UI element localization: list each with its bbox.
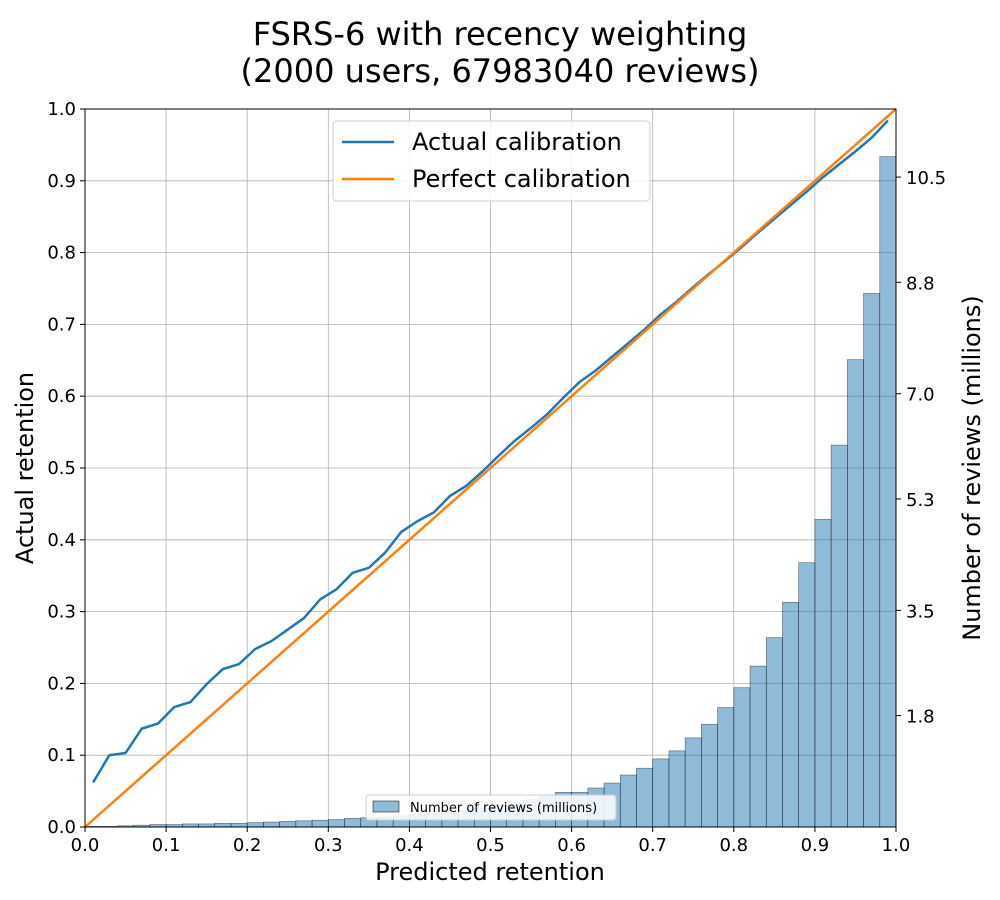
y-axis-label: Actual retention xyxy=(11,372,39,564)
review-bar xyxy=(863,293,881,828)
calibration-lines xyxy=(84,108,897,828)
review-bar xyxy=(311,819,329,828)
y-tick-label: 0.5 xyxy=(47,458,76,479)
y-tick-label: 0.1 xyxy=(47,745,76,766)
chart-subtitle: (2000 users, 67983040 reviews) xyxy=(241,52,760,90)
review-bar xyxy=(684,737,702,828)
review-bar xyxy=(782,602,799,828)
y2-tick-label: 10.5 xyxy=(906,168,946,189)
y2-tick-label: 1.8 xyxy=(906,707,935,728)
legend-label-reviews: Number of reviews (millions) xyxy=(410,801,597,816)
y-tick-label: 1.0 xyxy=(47,99,76,120)
y-tick-label: 0.8 xyxy=(47,243,76,264)
review-bar xyxy=(749,665,767,828)
y2-tick-label: 7.0 xyxy=(906,385,935,406)
x-tick-label: 0.2 xyxy=(233,835,262,856)
bar-legend: Number of reviews (millions) xyxy=(365,794,617,821)
legend-label-actual: Actual calibration xyxy=(412,128,622,156)
review-bar xyxy=(717,707,735,828)
review-bar xyxy=(814,519,832,828)
y-tick-label: 0.4 xyxy=(47,530,76,551)
review-bar xyxy=(344,818,362,828)
y-tick-label: 0.7 xyxy=(47,314,76,335)
legend-swatch-reviews xyxy=(372,800,400,813)
x-tick-label: 0.5 xyxy=(476,835,505,856)
line-legend: Actual calibration Perfect calibration xyxy=(332,120,651,202)
review-bar xyxy=(701,723,718,828)
review-bar xyxy=(327,819,345,828)
perfect-calibration-line xyxy=(84,108,897,828)
x-tick-label: 0.0 xyxy=(71,835,100,856)
bar-legend-box xyxy=(365,794,617,821)
review-bar xyxy=(214,822,232,828)
x-axis-ticks: 0.0 0.1 0.2 0.3 0.4 0.5 0.6 0.7 0.8 0.9 1.0 xyxy=(71,827,911,856)
y2-tick-label: 5.3 xyxy=(906,490,935,511)
review-bar xyxy=(636,767,653,828)
x-tick-label: 1.0 xyxy=(882,835,911,856)
y-tick-label: 0.0 xyxy=(47,817,76,838)
x-tick-label: 0.6 xyxy=(557,835,586,856)
review-bar xyxy=(619,774,637,828)
review-bar xyxy=(830,444,848,828)
review-bar xyxy=(765,637,783,828)
review-bar xyxy=(879,156,897,828)
review-bar xyxy=(230,822,248,828)
y-tick-label: 0.6 xyxy=(47,386,76,407)
x-tick-label: 0.8 xyxy=(719,835,748,856)
review-bar xyxy=(263,821,280,828)
x-tick-label: 0.4 xyxy=(395,835,424,856)
y-tick-label: 0.3 xyxy=(47,602,76,623)
x-tick-label: 0.7 xyxy=(638,835,667,856)
x-tick-label: 0.9 xyxy=(801,835,830,856)
review-bar xyxy=(279,821,297,828)
secondary-y-axis-label: Number of reviews (millions) xyxy=(958,295,986,640)
review-bar xyxy=(246,822,264,828)
review-bar xyxy=(847,359,864,828)
y-axis-ticks: 0.0 0.1 0.2 0.3 0.4 0.5 0.6 0.7 0.8 0.9 1.0 xyxy=(47,99,85,838)
legend-label-perfect: Perfect calibration xyxy=(412,165,631,193)
review-bar xyxy=(798,562,816,828)
y-tick-label: 0.9 xyxy=(47,171,76,192)
chart-title: FSRS-6 with recency weighting xyxy=(253,15,748,53)
x-axis-label: Predicted retention xyxy=(375,858,605,886)
review-count-bars xyxy=(84,156,897,828)
x-tick-label: 0.3 xyxy=(314,835,343,856)
x-tick-label: 0.1 xyxy=(152,835,181,856)
y-tick-label: 0.2 xyxy=(47,673,76,694)
review-bar xyxy=(652,758,670,828)
secondary-y-axis-ticks: 1.8 3.5 5.3 7.0 8.8 10.5 xyxy=(896,168,946,728)
review-bar xyxy=(295,820,313,828)
y2-tick-label: 3.5 xyxy=(906,601,935,622)
review-bar xyxy=(733,687,751,828)
y2-tick-label: 8.8 xyxy=(906,273,935,294)
line-legend-box xyxy=(332,120,651,202)
review-bar xyxy=(668,750,686,828)
